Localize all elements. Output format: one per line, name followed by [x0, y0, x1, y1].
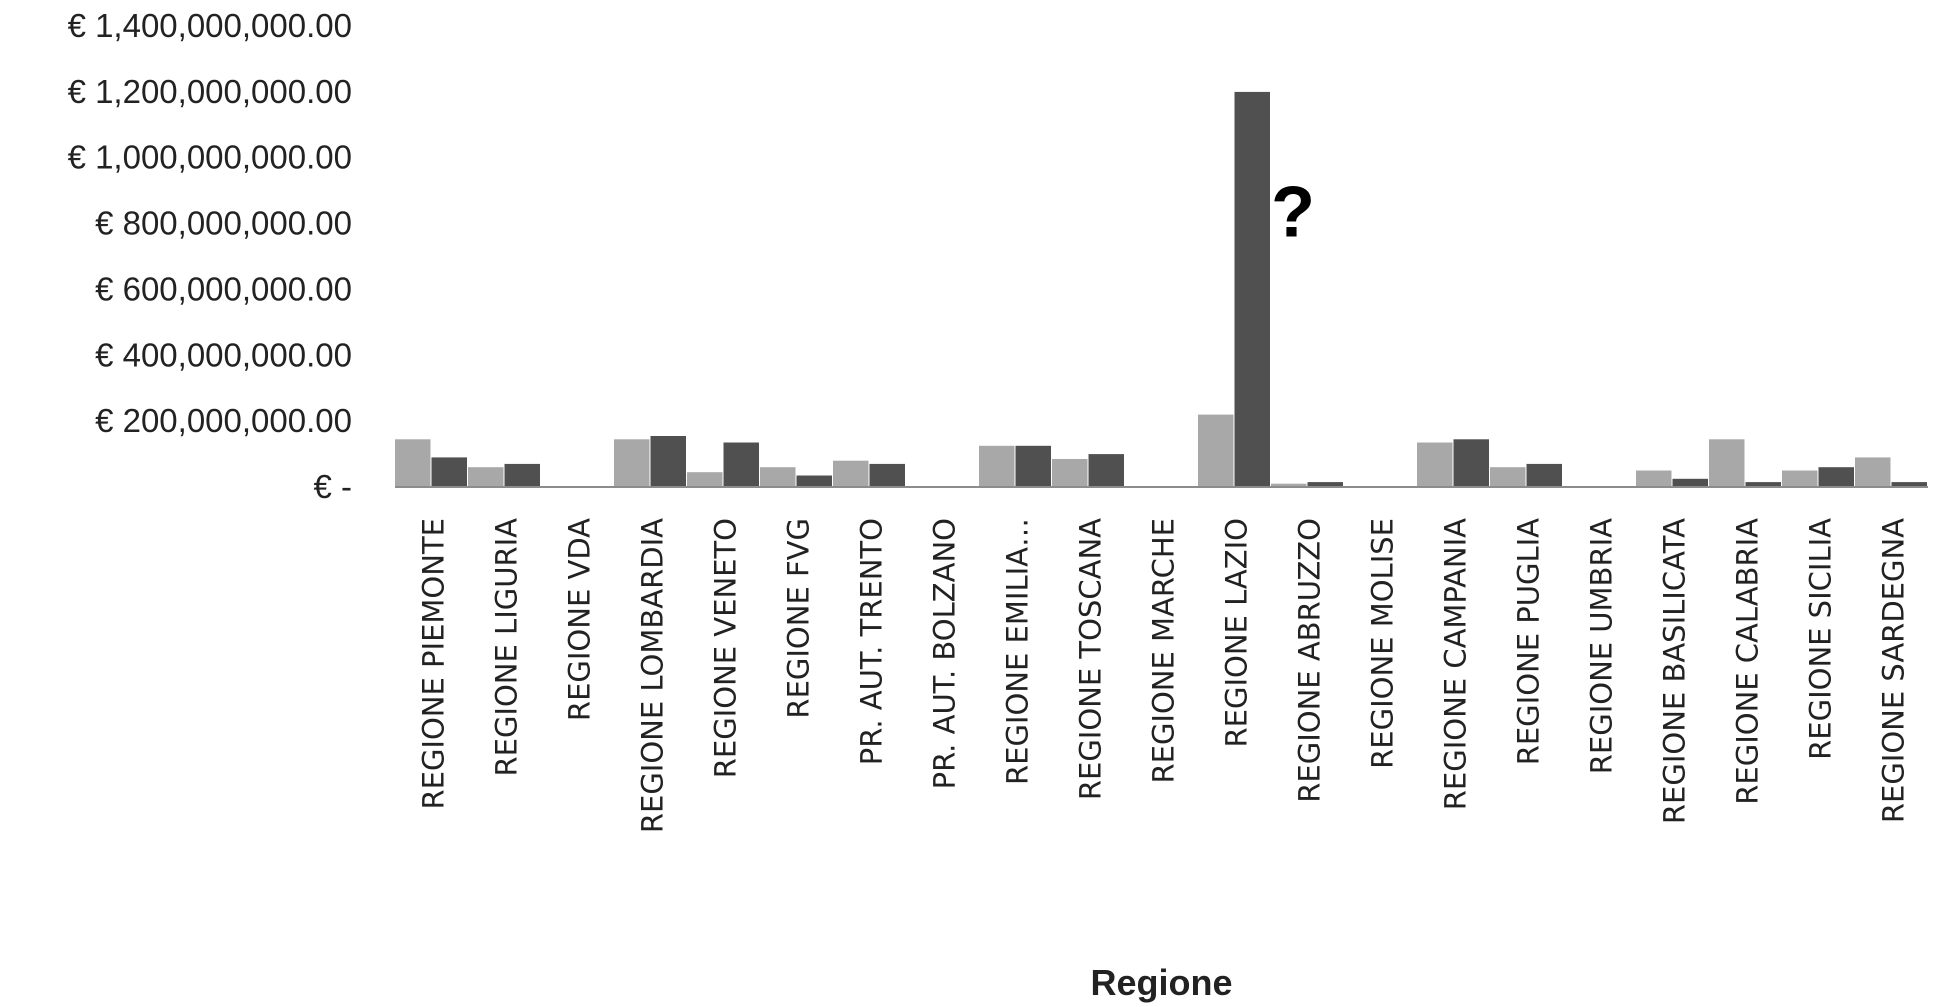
x-tick-label: REGIONE TOSCANA: [1074, 518, 1108, 800]
bars: [395, 91, 1927, 488]
bar: [504, 463, 540, 487]
x-tick-label: REGIONE VDA: [563, 518, 597, 721]
bar: [833, 460, 869, 487]
bar: [1855, 457, 1891, 487]
x-tick-label: REGIONE LAZIO: [1220, 518, 1254, 747]
x-tick-label: REGIONE CAMPANIA: [1439, 518, 1473, 810]
bar: [1672, 478, 1708, 487]
y-tick-label: € 1,400,000,000.00: [68, 7, 352, 44]
y-tick-label: € 200,000,000.00: [95, 402, 352, 439]
bar: [1088, 454, 1124, 487]
bar: [1198, 414, 1234, 487]
bar: [1818, 467, 1854, 487]
x-tick-label: REGIONE MARCHE: [1147, 518, 1181, 784]
x-tick-label: REGIONE LIGURIA: [490, 518, 524, 777]
x-tick-label: PR. AUT. BOLZANO: [928, 518, 962, 789]
y-tick-label: € 600,000,000.00: [95, 270, 352, 307]
x-tick-label: REGIONE ABRUZZO: [1293, 518, 1327, 803]
bar: [1891, 482, 1927, 487]
y-tick-label: € 1,200,000,000.00: [68, 73, 352, 110]
bar: [1417, 442, 1453, 487]
bar: [1709, 439, 1745, 487]
x-tick-label: REGIONE EMILIA…: [1001, 518, 1035, 785]
x-axis-category-labels: REGIONE PIEMONTE REGIONE LIGURIA REGIONE V…: [417, 518, 1911, 833]
x-tick-label: REGIONE FVG: [782, 518, 816, 719]
bar: [1234, 91, 1270, 488]
bar: [395, 439, 431, 487]
bar: [431, 457, 467, 487]
bar: [723, 442, 759, 487]
bar: [687, 472, 723, 487]
bar: [1307, 482, 1343, 487]
y-tick-label: € 1,000,000,000.00: [68, 139, 352, 176]
x-tick-label: REGIONE PIEMONTE: [417, 518, 451, 810]
bar: [760, 467, 796, 487]
x-tick-label: REGIONE BASILICATA: [1658, 518, 1692, 824]
bar: [468, 467, 504, 487]
y-tick-label: € 800,000,000.00: [95, 205, 352, 242]
x-tick-label: REGIONE VENETO: [709, 518, 743, 778]
y-tick-label: € 400,000,000.00: [95, 336, 352, 373]
bar: [1490, 467, 1526, 487]
bar: [1526, 463, 1562, 487]
x-tick-label: REGIONE CALABRIA: [1731, 518, 1765, 805]
x-tick-label: PR. AUT. TRENTO: [855, 518, 889, 765]
x-tick-label: REGIONE SARDEGNA: [1877, 518, 1911, 823]
question-mark-annotation: ?: [1271, 173, 1315, 253]
bar: [1636, 470, 1672, 487]
x-tick-label: REGIONE PUGLIA: [1512, 518, 1546, 765]
bar: [614, 439, 650, 487]
bar: [869, 463, 905, 487]
bar: [979, 445, 1015, 487]
bar: [796, 475, 832, 487]
bar: [1745, 482, 1781, 487]
bar: [1052, 459, 1088, 487]
x-tick-label: REGIONE LOMBARDIA: [636, 518, 670, 833]
bar: [1453, 439, 1489, 487]
bar: [1271, 483, 1307, 487]
bar: [1782, 470, 1818, 487]
x-tick-label: REGIONE SICILIA: [1804, 518, 1838, 760]
x-axis-title: Regione: [1090, 962, 1232, 1003]
x-tick-label: REGIONE MOLISE: [1366, 518, 1400, 769]
bar: [650, 436, 686, 487]
bar: [1015, 445, 1051, 487]
x-tick-label: REGIONE UMBRIA: [1585, 518, 1619, 774]
y-tick-label: € -: [313, 468, 352, 505]
y-axis-tick-labels: € - € 200,000,000.00 € 400,000,000.00 € 600…: [68, 7, 352, 505]
